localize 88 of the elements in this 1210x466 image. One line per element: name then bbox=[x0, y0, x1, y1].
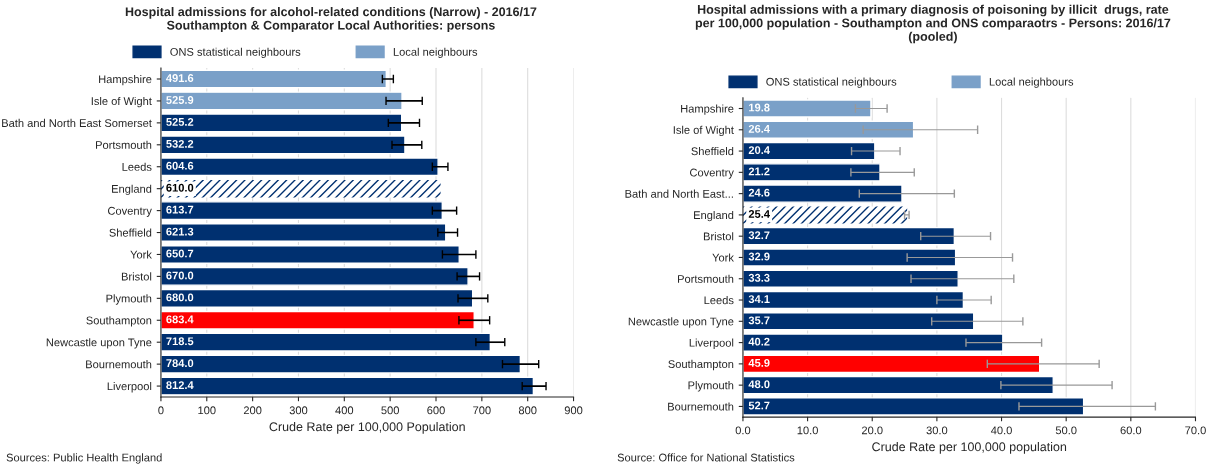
data-label: 532.2 bbox=[166, 139, 194, 148]
x-tick-label: 600 bbox=[427, 406, 445, 415]
data-label: 650.7 bbox=[166, 249, 194, 258]
x-tick-label: 400 bbox=[335, 406, 354, 415]
source-note: Source: Office for National Statistics bbox=[617, 453, 795, 462]
y-tick-label: England bbox=[112, 184, 152, 195]
legend-label: Local neighbours bbox=[393, 47, 478, 59]
x-tick-label: 0 bbox=[158, 406, 164, 415]
y-tick-label: Bristol bbox=[121, 272, 152, 281]
y-tick-label: Coventry bbox=[690, 168, 734, 179]
data-label: 20.4 bbox=[748, 146, 770, 155]
data-label: 52.7 bbox=[748, 401, 770, 410]
data-label: 718.5 bbox=[166, 337, 194, 346]
data-label: 48.0 bbox=[748, 380, 770, 389]
y-tick-label: Newcastle upon Tyne bbox=[628, 317, 734, 328]
data-label: 491.6 bbox=[166, 74, 194, 82]
y-tick-label: Sheffield bbox=[109, 228, 152, 237]
y-tick-label: Portsmouth bbox=[96, 140, 152, 149]
x-tick-label: 100 bbox=[198, 406, 216, 415]
x-tick-label: 900 bbox=[564, 406, 583, 415]
x-tick-label: 40.0 bbox=[990, 426, 1012, 435]
legend-label: ONS statistical neighbours bbox=[170, 47, 301, 59]
y-tick-label: Bournemouth bbox=[86, 360, 152, 369]
chart-title: Hospital admissions with a primary diagnosis of poisoning by illicit drugs, rate per 100,000 population - Southampton and ONS comparaotrs - Persons: 2016/17 (pooled) bbox=[695, 4, 1171, 44]
y-tick-label: Hampshire bbox=[681, 104, 734, 115]
y-tick-label: Bristol bbox=[703, 232, 734, 241]
data-label: 621.3 bbox=[166, 227, 194, 236]
legend-label: Local neighbours bbox=[989, 77, 1074, 88]
source-note: Sources: Public Health England bbox=[6, 453, 162, 464]
x-tick-label: 30.0 bbox=[926, 426, 948, 435]
data-label: 33.3 bbox=[748, 273, 770, 282]
x-tick-label: 700 bbox=[473, 406, 491, 415]
data-label: 610.0 bbox=[166, 183, 194, 192]
data-label: 26.4 bbox=[748, 124, 770, 133]
y-tick-label: Coventry bbox=[108, 206, 152, 217]
data-label: 812.4 bbox=[166, 381, 194, 390]
y-tick-label: Newcastle upon Tyne bbox=[46, 338, 152, 349]
x-tick-label: 0.0 bbox=[735, 426, 751, 435]
x-tick-label: 20.0 bbox=[861, 426, 883, 435]
data-label: 25.4 bbox=[748, 210, 770, 218]
data-label: 670.0 bbox=[166, 271, 194, 280]
x-tick-label: 10.0 bbox=[797, 426, 818, 435]
y-tick-label: Isle of Wight bbox=[91, 96, 152, 108]
y-tick-label: York bbox=[712, 253, 734, 262]
data-label: 40.2 bbox=[748, 337, 770, 346]
y-tick-label: England bbox=[694, 210, 734, 222]
y-tick-label: Plymouth bbox=[688, 381, 734, 392]
x-tick-label: 500 bbox=[381, 406, 399, 415]
x-tick-label: 60.0 bbox=[1120, 426, 1142, 435]
y-tick-label: Plymouth bbox=[106, 294, 152, 305]
y-tick-label: Liverpool bbox=[107, 382, 152, 393]
x-tick-label: 50.0 bbox=[1055, 426, 1077, 435]
x-tick-label: 300 bbox=[289, 406, 308, 415]
data-label: 604.6 bbox=[166, 161, 194, 170]
data-label: 45.9 bbox=[748, 358, 770, 367]
x-tick-label: 200 bbox=[243, 406, 262, 415]
data-label: 24.6 bbox=[748, 188, 770, 197]
data-label: 683.4 bbox=[166, 315, 194, 324]
data-label: 525.9 bbox=[166, 96, 194, 104]
y-tick-label: Liverpool bbox=[689, 338, 734, 349]
chart-title: Hospital admissions for alcohol-related conditions (Narrow) - 2016/17 Southampton & Comparator Local Authorities: persons bbox=[125, 6, 537, 33]
y-tick-label: Southampton bbox=[86, 316, 152, 327]
x-tick-label: 800 bbox=[518, 406, 537, 415]
y-tick-label: Leeds bbox=[122, 162, 152, 171]
x-axis-title: Crude Rate per 100,000 population bbox=[872, 442, 1067, 454]
y-tick-label: Bath and North East... bbox=[625, 189, 733, 198]
data-label: 613.7 bbox=[166, 205, 194, 214]
y-tick-label: Isle of Wight bbox=[673, 125, 734, 137]
y-tick-label: Portsmouth bbox=[678, 274, 734, 283]
data-label: 32.9 bbox=[748, 252, 770, 261]
data-label: 784.0 bbox=[166, 359, 194, 368]
x-tick-label: 70.0 bbox=[1185, 426, 1206, 435]
data-label: 19.8 bbox=[749, 103, 770, 112]
y-tick-label: Hampshire bbox=[99, 74, 152, 86]
y-tick-label: Leeds bbox=[704, 296, 734, 305]
data-label: 34.1 bbox=[748, 295, 770, 304]
y-tick-label: York bbox=[130, 250, 152, 259]
data-label: 32.7 bbox=[748, 231, 770, 240]
data-label: 525.2 bbox=[166, 117, 194, 126]
y-tick-label: Southampton bbox=[668, 359, 734, 371]
legend-label: ONS statistical neighbours bbox=[766, 77, 897, 88]
data-label: 21.2 bbox=[748, 167, 770, 176]
y-tick-label: Bournemouth bbox=[668, 402, 734, 411]
data-label: 35.7 bbox=[748, 316, 770, 325]
y-tick-label: Sheffield bbox=[691, 147, 734, 156]
y-tick-label: Bath and North East Somerset bbox=[2, 118, 152, 127]
data-label: 680.0 bbox=[166, 293, 194, 302]
x-axis-title: Crude Rate per 100,000 Population bbox=[269, 421, 465, 434]
